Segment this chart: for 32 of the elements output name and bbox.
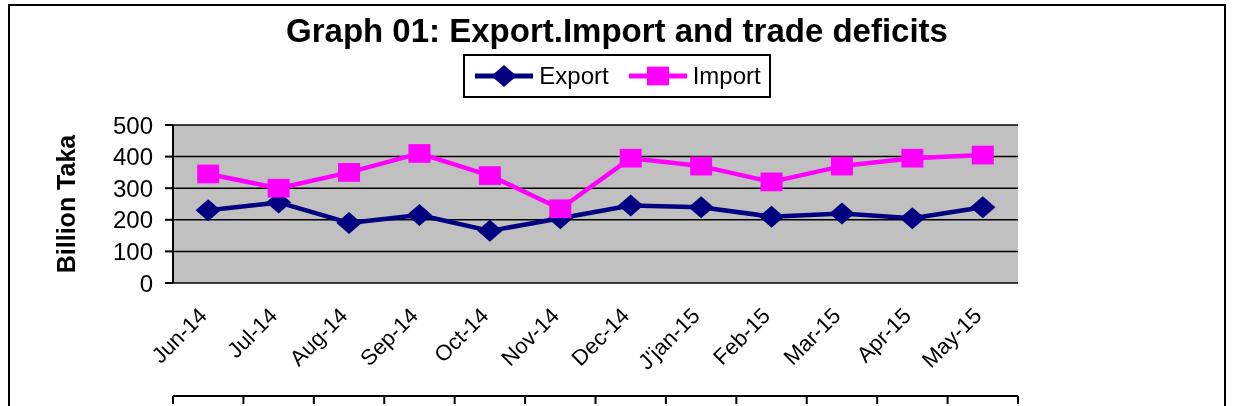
point [690, 156, 713, 176]
y-tick-label: 300 [112, 174, 153, 202]
legend-label: Import [692, 62, 761, 90]
y-axis-title: Billion Taka [52, 133, 80, 274]
point [758, 205, 785, 228]
point [760, 172, 783, 192]
y-tick-label: 100 [112, 237, 153, 265]
point [477, 219, 503, 242]
point [970, 196, 996, 219]
point [618, 194, 644, 217]
point [336, 211, 362, 234]
point [549, 199, 572, 219]
point [406, 204, 433, 227]
y-tick-label: 200 [112, 206, 153, 234]
point [830, 156, 853, 176]
chart-title: Graph 01: Export.Import and trade deficits [285, 12, 949, 50]
point [901, 148, 924, 168]
point [197, 164, 220, 184]
point [338, 163, 361, 182]
point [899, 207, 926, 230]
y-tick-label: 500 [112, 111, 153, 139]
point [688, 196, 714, 219]
point [619, 148, 642, 168]
point [267, 178, 290, 198]
y-tick-label: 400 [112, 143, 153, 171]
point [408, 144, 431, 163]
point [195, 199, 221, 222]
y-tick-label: 0 [139, 269, 153, 297]
point [829, 202, 855, 225]
point [478, 166, 501, 185]
legend-label: Export [539, 62, 609, 90]
point [971, 145, 994, 165]
